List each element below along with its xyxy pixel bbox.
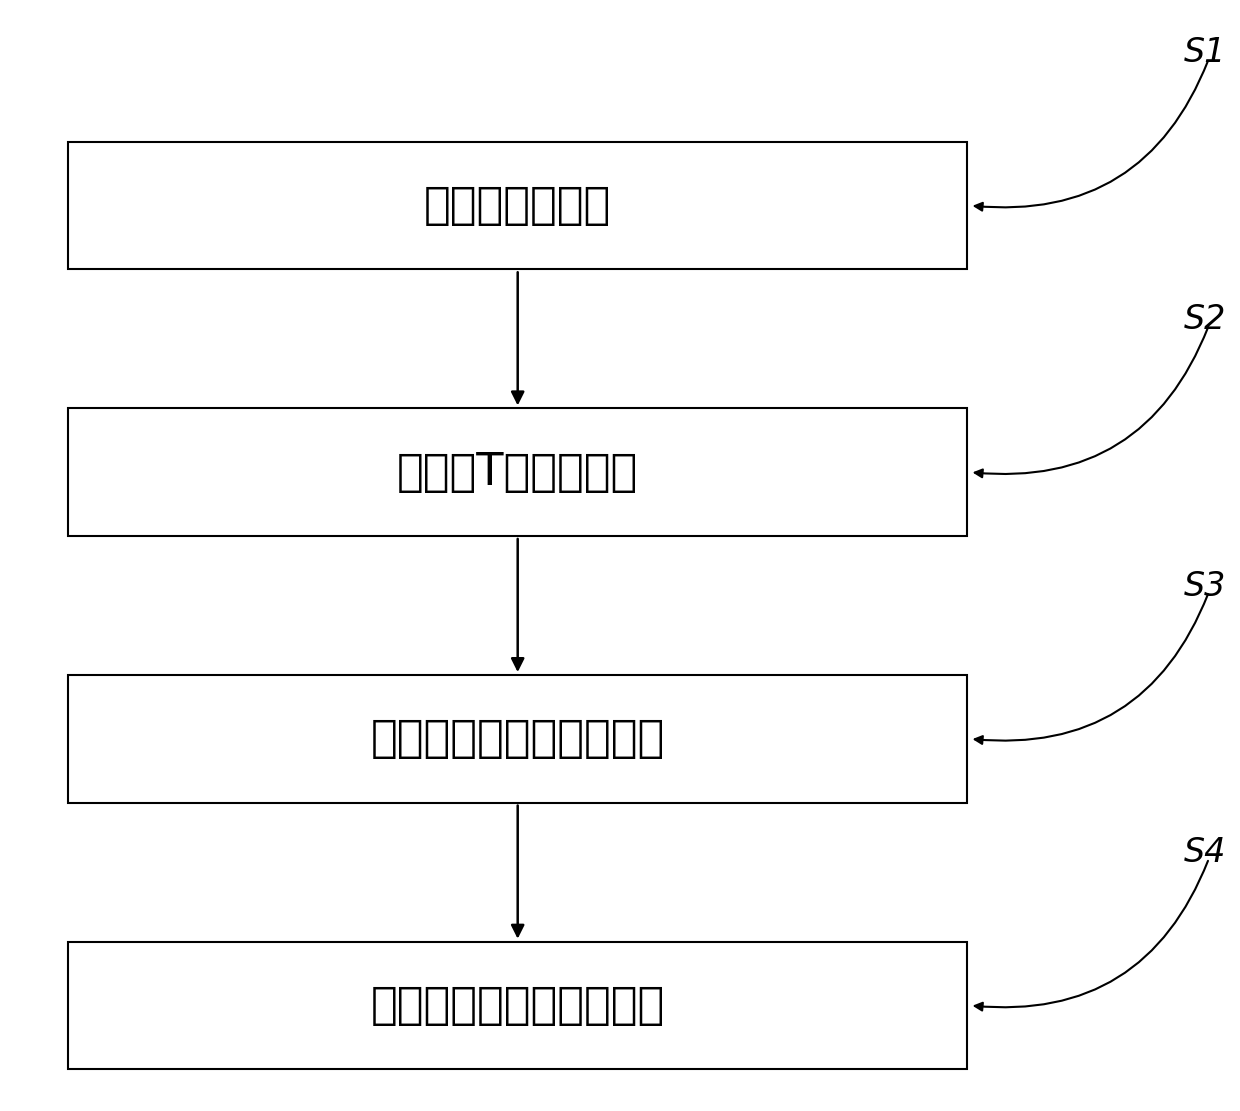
Text: 设计倒T型结构构型: 设计倒T型结构构型 (397, 451, 639, 493)
Bar (68, 409, 967, 537)
Bar (68, 142, 967, 270)
FancyArrowPatch shape (975, 594, 1208, 744)
Bar (68, 675, 967, 802)
FancyArrowPatch shape (975, 861, 1208, 1011)
Text: 设计测量方位多波束角度: 设计测量方位多波束角度 (371, 718, 665, 760)
Text: 设计线阵子天线: 设计线阵子天线 (424, 184, 611, 227)
Text: S3: S3 (1184, 570, 1226, 602)
Text: S2: S2 (1184, 303, 1226, 336)
FancyArrowPatch shape (975, 61, 1208, 211)
Bar (68, 942, 967, 1069)
Text: S4: S4 (1184, 837, 1226, 869)
Text: S1: S1 (1184, 37, 1226, 69)
FancyArrowPatch shape (975, 328, 1208, 478)
Text: 设计相关方位、俧仰帧扫: 设计相关方位、俧仰帧扫 (371, 984, 665, 1027)
